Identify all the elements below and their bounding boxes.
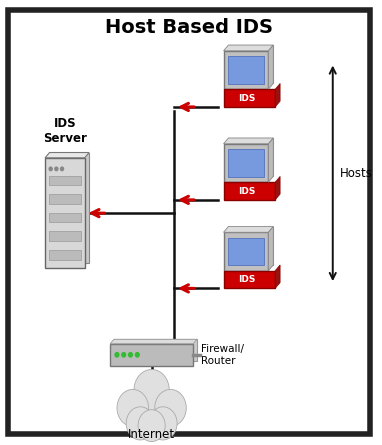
Text: Hosts: Hosts <box>340 167 373 180</box>
Polygon shape <box>269 227 273 271</box>
FancyBboxPatch shape <box>228 149 264 177</box>
FancyBboxPatch shape <box>228 238 264 265</box>
Polygon shape <box>45 153 89 158</box>
Circle shape <box>155 389 186 426</box>
Circle shape <box>49 167 52 170</box>
Polygon shape <box>275 265 280 288</box>
Circle shape <box>126 407 154 440</box>
Polygon shape <box>223 227 273 232</box>
FancyBboxPatch shape <box>223 89 275 107</box>
Circle shape <box>134 369 169 411</box>
FancyBboxPatch shape <box>223 51 269 89</box>
Text: Host Based IDS: Host Based IDS <box>105 18 274 37</box>
Polygon shape <box>223 138 273 144</box>
Circle shape <box>149 407 177 440</box>
FancyBboxPatch shape <box>223 182 275 200</box>
FancyBboxPatch shape <box>114 339 197 361</box>
FancyBboxPatch shape <box>223 144 269 182</box>
FancyBboxPatch shape <box>49 231 81 241</box>
Circle shape <box>138 410 165 441</box>
FancyBboxPatch shape <box>49 194 81 204</box>
Circle shape <box>115 352 119 357</box>
Circle shape <box>55 167 58 170</box>
Text: IDS: IDS <box>238 275 256 284</box>
FancyBboxPatch shape <box>223 232 269 271</box>
Polygon shape <box>275 84 280 107</box>
Text: IDS: IDS <box>238 186 256 195</box>
Circle shape <box>117 389 149 426</box>
Text: IDS: IDS <box>238 93 256 102</box>
FancyBboxPatch shape <box>228 45 273 84</box>
Circle shape <box>129 352 133 357</box>
FancyBboxPatch shape <box>49 213 81 222</box>
Polygon shape <box>269 138 273 182</box>
FancyBboxPatch shape <box>228 227 273 265</box>
FancyBboxPatch shape <box>45 158 85 268</box>
Polygon shape <box>269 45 273 89</box>
Polygon shape <box>223 45 273 51</box>
FancyBboxPatch shape <box>49 175 81 185</box>
FancyBboxPatch shape <box>110 344 193 366</box>
FancyBboxPatch shape <box>223 271 275 288</box>
Circle shape <box>135 352 139 357</box>
Polygon shape <box>275 176 280 200</box>
FancyBboxPatch shape <box>228 138 273 176</box>
Text: IDS
Server: IDS Server <box>43 117 87 145</box>
FancyBboxPatch shape <box>228 56 264 84</box>
Circle shape <box>60 167 63 170</box>
FancyBboxPatch shape <box>8 9 371 434</box>
Circle shape <box>122 352 126 357</box>
Text: Firewall/
Router: Firewall/ Router <box>201 344 244 366</box>
Text: Internet: Internet <box>128 428 175 441</box>
FancyBboxPatch shape <box>50 153 89 263</box>
Polygon shape <box>110 339 197 344</box>
FancyBboxPatch shape <box>49 250 81 259</box>
